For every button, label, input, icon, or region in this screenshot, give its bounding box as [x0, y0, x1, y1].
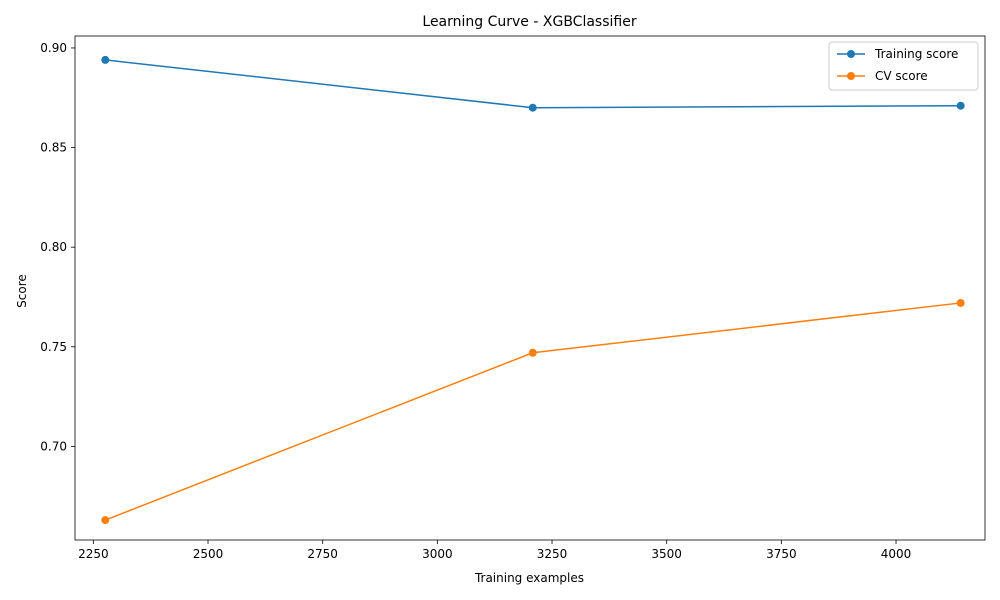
plot-axes: [74, 35, 986, 541]
training-score-point: [956, 101, 965, 110]
legend-label-training-score: Training score: [874, 47, 958, 61]
x-tick-label: 2500: [193, 547, 224, 561]
y-tick-label: 0.75: [40, 340, 67, 354]
y-tick-label: 0.80: [40, 240, 67, 254]
cv-score-point: [101, 516, 110, 525]
x-tick-label: 3750: [766, 547, 797, 561]
x-axis-ticks: 2250 2500 2750 3000 3250 3500 3750 4000: [78, 540, 911, 561]
legend-marker-cv-score: [847, 72, 855, 80]
legend-box: [828, 41, 979, 91]
cv-score-line: [104, 302, 961, 521]
y-tick-label: 0.85: [40, 141, 67, 155]
y-tick-label: 0.70: [40, 439, 67, 453]
legend-marker-training-score: [847, 50, 855, 58]
legend: Training score CV score: [828, 41, 979, 91]
y-tick-label: 0.90: [40, 41, 67, 55]
series-layer: [101, 55, 965, 525]
training-score-point: [101, 55, 110, 64]
chart-title: Learning Curve - XGBClassifier: [422, 14, 636, 30]
x-tick-label: 3500: [651, 547, 682, 561]
cv-score-point: [956, 298, 965, 307]
plot-frame: [74, 35, 986, 541]
cv-score-point: [528, 348, 537, 357]
y-axis-label: Score: [15, 274, 29, 308]
x-tick-label: 4000: [881, 547, 912, 561]
y-axis-ticks: 0.70 0.75 0.80 0.85 0.90: [40, 41, 75, 453]
x-axis-label: Training examples: [474, 571, 584, 585]
x-tick-label: 2250: [78, 547, 109, 561]
legend-label-cv-score: CV score: [875, 69, 928, 83]
training-score-point: [528, 103, 537, 112]
x-tick-label: 2750: [307, 547, 338, 561]
x-tick-label: 3000: [422, 547, 453, 561]
x-tick-label: 3250: [537, 547, 568, 561]
